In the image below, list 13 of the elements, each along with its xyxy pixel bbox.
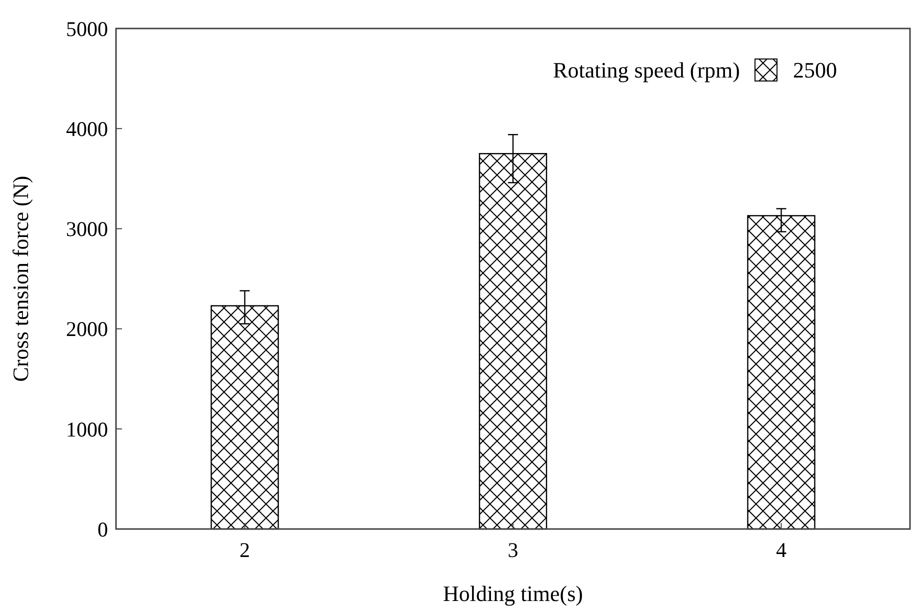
y-tick-label: 2000: [66, 317, 108, 342]
legend-label: 2500: [793, 58, 837, 83]
x-axis-title: Holding time(s): [443, 581, 583, 606]
legend-title: Rotating speed (rpm): [553, 58, 740, 83]
y-axis-title: Cross tension force (N): [8, 176, 33, 382]
x-tick-label: 4: [776, 538, 787, 562]
x-tick-label: 3: [508, 538, 518, 562]
y-tick-label: 0: [98, 517, 108, 542]
y-tick-label: 5000: [66, 16, 108, 41]
y-tick-label: 4000: [66, 116, 108, 141]
x-tick-label: 2: [240, 538, 250, 562]
y-tick-label: 3000: [66, 217, 108, 242]
y-tick-label: 1000: [66, 417, 108, 442]
